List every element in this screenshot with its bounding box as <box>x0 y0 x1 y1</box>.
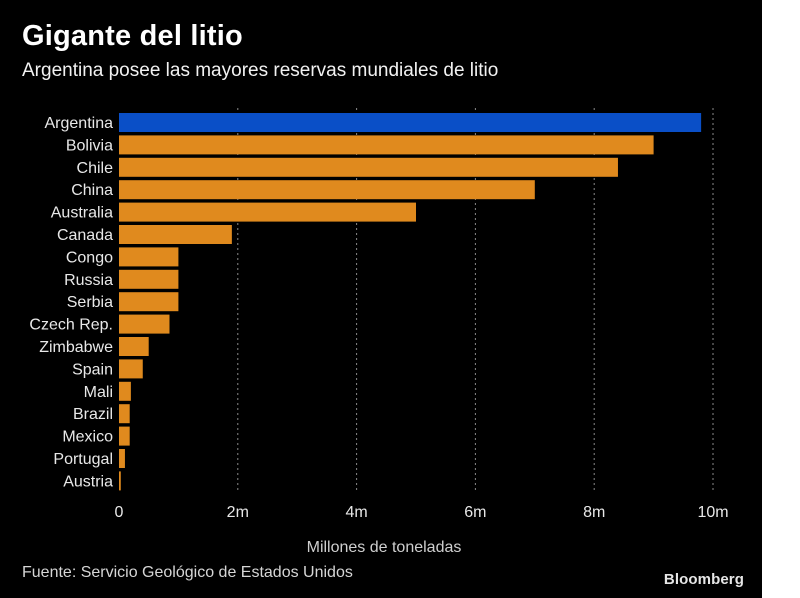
bar-austria <box>119 471 121 491</box>
bar-brazil <box>119 404 130 424</box>
tick-label-2m: 2m <box>227 504 249 521</box>
bar-zimbabwe <box>119 337 149 356</box>
category-label-russia: Russia <box>64 272 113 289</box>
category-label-canada: Canada <box>57 227 113 244</box>
tick-label-4m: 4m <box>345 504 367 521</box>
bar-chile <box>119 157 618 177</box>
bar-serbia <box>119 292 179 312</box>
gridlines <box>237 108 714 492</box>
category-label-spain: Spain <box>72 361 113 378</box>
bar-portugal <box>119 449 125 468</box>
category-label-brazil: Brazil <box>73 406 113 423</box>
bloomberg-logo: Bloomberg <box>663 571 744 588</box>
tick-label-10m: 10m <box>697 504 728 521</box>
category-label-chile: Chile <box>77 160 114 177</box>
bar-chart: Argentina Bolivia Chile China Australia Canad… <box>29 108 729 556</box>
chart-subtitle: Argentina posee las mayores reservas mun… <box>22 60 499 81</box>
category-label-bolivia: Bolivia <box>66 137 113 154</box>
category-labels: Argentina Bolivia Chile China Australia Canad… <box>29 115 113 490</box>
category-label-mexico: Mexico <box>62 429 113 446</box>
bar-russia <box>119 269 179 289</box>
category-label-congo: Congo <box>66 249 113 266</box>
tick-label-6m: 6m <box>464 504 486 521</box>
category-label-portugal: Portugal <box>53 451 113 468</box>
tick-label-8m: 8m <box>583 504 605 521</box>
bar-australia <box>119 202 416 222</box>
category-label-argentina: Argentina <box>45 115 114 132</box>
bar-mexico <box>119 426 130 446</box>
x-axis-ticks: 0 2m 4m 6m 8m 10m <box>115 504 729 521</box>
bar-czech-rep <box>119 314 170 334</box>
category-label-czech-rep: Czech Rep. <box>29 317 113 334</box>
category-label-zimbabwe: Zimbabwe <box>39 339 113 356</box>
category-label-austria: Austria <box>63 473 113 490</box>
tick-label-0: 0 <box>115 504 124 521</box>
category-label-australia: Australia <box>51 205 113 222</box>
category-label-serbia: Serbia <box>67 294 113 311</box>
bar-mali <box>119 381 131 401</box>
bar-congo <box>119 247 179 267</box>
chart-title: Gigante del litio <box>22 20 243 52</box>
bars <box>119 113 702 491</box>
chart-figure: Gigante del litio Argentina posee las ma… <box>0 0 762 598</box>
bar-bolivia <box>119 135 654 155</box>
bar-china <box>119 180 535 200</box>
category-label-china: China <box>71 182 113 199</box>
bar-argentina <box>119 113 702 132</box>
x-axis-title: Millones de toneladas <box>307 539 462 556</box>
bar-spain <box>119 359 143 379</box>
category-label-mali: Mali <box>84 384 113 401</box>
bar-canada <box>119 225 232 244</box>
source-note: Fuente: Servicio Geológico de Estados Un… <box>22 564 353 581</box>
